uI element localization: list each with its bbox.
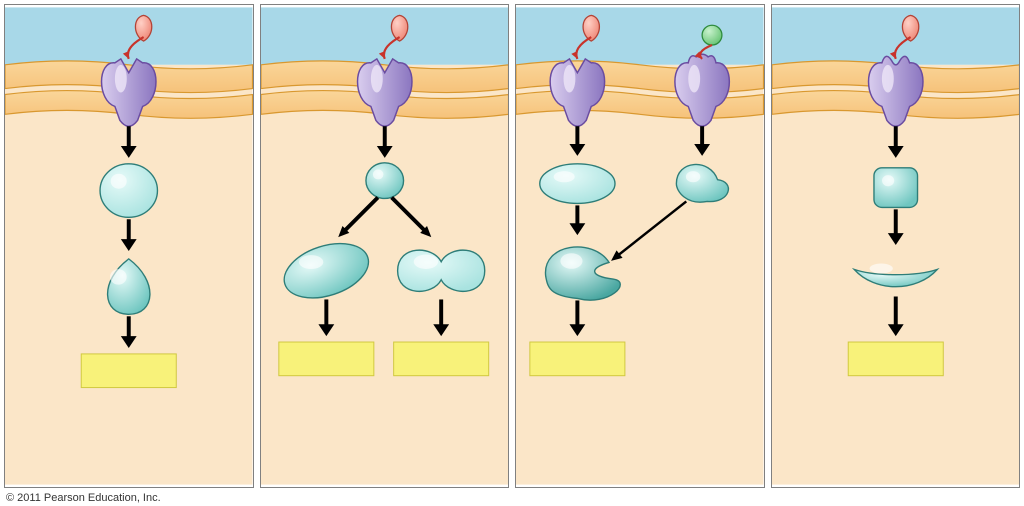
copyright-text: © 2011 Pearson Education, Inc. [6, 492, 161, 504]
panel-svg [5, 5, 253, 487]
panel-3 [515, 4, 765, 488]
panel-svg [516, 5, 764, 487]
panel-row [0, 0, 1024, 488]
panel-4 [771, 4, 1021, 488]
panel-1 [4, 4, 254, 488]
panel-2 [260, 4, 510, 488]
panel-svg [261, 5, 509, 487]
panel-svg [772, 5, 1020, 487]
